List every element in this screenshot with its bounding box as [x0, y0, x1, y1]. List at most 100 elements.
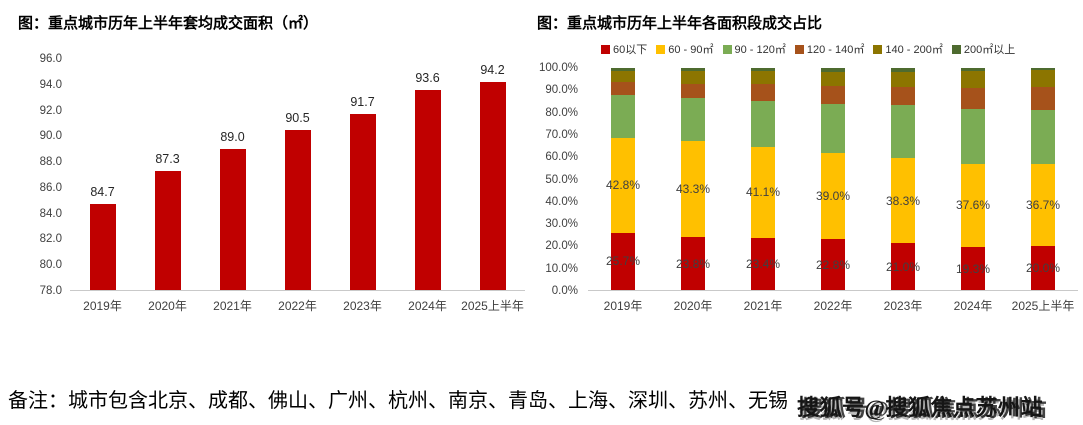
y-tick-label: 86.0 — [39, 181, 62, 194]
legend-swatch-icon — [951, 44, 961, 54]
segment-percent-label: 22.8% — [815, 257, 851, 272]
y-tick-label: 80.0 — [39, 259, 62, 272]
stacked-segment — [611, 82, 635, 96]
legend-label: 200㎡以上 — [963, 44, 1016, 56]
bar-value-label: 90.5 — [285, 110, 310, 125]
y-tick-label: 80.0% — [545, 106, 578, 119]
stacked-segment — [961, 87, 985, 109]
bar — [414, 89, 441, 290]
watermark: 搜狐号@搜狐焦点苏州站 — [797, 395, 1043, 420]
y-tick-label: 90.0% — [545, 84, 578, 97]
stacked-segment — [1031, 245, 1055, 290]
y-tick-label: 96.0 — [39, 53, 62, 65]
stacked-segment — [821, 152, 845, 240]
segment-percent-label: 21.0% — [885, 259, 921, 274]
x-tick-label: 2021年 — [213, 299, 252, 313]
legend-label: 140 - 200㎡ — [885, 44, 943, 56]
stacked-segment — [751, 100, 775, 147]
x-tick-label: 2019年 — [603, 299, 643, 313]
bar — [89, 204, 116, 290]
stacked-segment — [751, 70, 775, 84]
stacked-segment — [1031, 164, 1055, 246]
x-tick-label: 2024年 — [953, 299, 993, 313]
stacked-segment — [961, 163, 985, 248]
left-chart-x-axis: 2019年 2020年 2021年 2022年 2023年 2024年 2025上半年 — [70, 297, 525, 314]
stacked-segment — [681, 70, 705, 85]
bar-slot: 93.6 — [395, 59, 460, 290]
y-tick-label: 10.0% — [545, 262, 578, 275]
x-tick-label: 2022年 — [278, 299, 317, 313]
bar-slot: 94.2 — [460, 59, 525, 290]
y-tick-label: 82.0 — [39, 233, 62, 246]
stacked-segment — [1031, 70, 1055, 88]
x-tick-label: 2025上半年 — [461, 299, 524, 313]
stacked-bar-slot: 25.7% 42.8% — [588, 68, 658, 290]
x-tick-label: 2025上半年 — [1011, 299, 1075, 313]
y-tick-label: 50.0% — [545, 173, 578, 186]
stacked-segment — [611, 95, 635, 138]
x-tick-label: 2021年 — [743, 299, 783, 313]
bar-value-label: 94.2 — [480, 63, 505, 78]
stacked-segment — [681, 237, 705, 290]
left-chart-title: 图：重点城市历年上半年套均成交面积（㎡） — [18, 16, 319, 32]
stacked-segment — [681, 141, 705, 238]
stacked-segment — [891, 158, 915, 244]
stacked-segment — [821, 239, 845, 290]
left-chart-plot-area: 84.7 87.3 89.0 90.5 91.7 93.6 94.2 — [70, 59, 525, 291]
segment-percent-label: 23.4% — [745, 257, 781, 272]
x-tick-label: 2022年 — [813, 299, 853, 313]
legend-item: 60 - 90㎡ — [656, 41, 714, 57]
stacked-segment — [611, 137, 635, 233]
y-tick-label: 88.0 — [39, 156, 62, 169]
bar-slot: 90.5 — [265, 59, 330, 290]
y-tick-label: 94.0 — [39, 78, 62, 91]
left-chart-y-axis: 96.0 94.0 92.0 90.0 88.0 86.0 84.0 82.0 80.0 78.0 — [26, 53, 62, 297]
stacked-bar-slot: 22.8% 39.0% — [798, 68, 868, 290]
legend-label: 90 - 120㎡ — [734, 44, 786, 56]
legend-item: 90 - 120㎡ — [722, 41, 786, 57]
stacked-segment — [1031, 68, 1055, 71]
segment-percent-label: 41.1% — [745, 185, 781, 200]
bar-value-label: 87.3 — [155, 151, 180, 166]
legend-label: 120 - 140㎡ — [806, 44, 865, 56]
legend-swatch-icon — [794, 44, 804, 54]
bar-value-label: 84.7 — [90, 185, 115, 200]
bar-slot: 84.7 — [70, 59, 135, 290]
stacked-segment — [891, 243, 915, 290]
stacked-segment — [961, 247, 985, 290]
stacked-segment — [751, 146, 775, 239]
stacked-segment — [1031, 109, 1055, 165]
stacked-segment — [961, 108, 985, 164]
y-tick-label: 92.0 — [39, 104, 62, 117]
bar — [479, 82, 506, 290]
segment-percent-label: 19.3% — [955, 261, 991, 276]
stacked-segment — [751, 68, 775, 71]
legend-swatch-icon — [601, 44, 610, 54]
right-chart-plot-area: 25.7% 42.8% 23.8% 43.3% 23.4% 41.1% 22.8% 39.0%… — [588, 68, 1078, 291]
stacked-segment — [611, 68, 635, 71]
y-tick-label: 20.0% — [545, 240, 578, 253]
x-tick-label: 2020年 — [673, 299, 713, 313]
stacked-bar-slot: 20.0% 36.7% — [1008, 68, 1078, 290]
stacked-bar-slot: 21.0% 38.3% — [868, 68, 938, 290]
y-tick-label: 78.0 — [39, 285, 62, 297]
stacked-bar-slot: 19.3% 37.6% — [938, 68, 1008, 290]
legend-item: 120 - 140㎡ — [794, 41, 865, 57]
stacked-bar-slot: 23.8% 43.3% — [658, 68, 728, 290]
legend-item: 140 - 200㎡ — [873, 41, 943, 57]
y-tick-label: 90.0 — [39, 130, 62, 143]
legend-swatch-icon — [722, 44, 732, 54]
legend-swatch-icon — [873, 44, 883, 54]
stacked-segment — [891, 71, 915, 88]
segment-percent-label: 23.8% — [675, 256, 711, 271]
segment-percent-label: 42.8% — [605, 178, 641, 193]
right-chart-x-axis: 2019年 2020年 2021年 2022年 2023年 2024年 2025上半年 — [588, 297, 1078, 314]
stacked-segment — [891, 105, 915, 159]
stacked-segment — [751, 84, 775, 101]
y-tick-label: 70.0% — [545, 128, 578, 141]
footnote: 备注：城市包含北京、成都、佛山、广州、杭州、南京、青岛、上海、深圳、苏州、无锡 — [8, 390, 788, 412]
y-tick-label: 30.0% — [545, 218, 578, 231]
bar — [349, 114, 376, 290]
stacked-segment — [891, 87, 915, 106]
segment-percent-label: 36.7% — [1025, 197, 1061, 212]
